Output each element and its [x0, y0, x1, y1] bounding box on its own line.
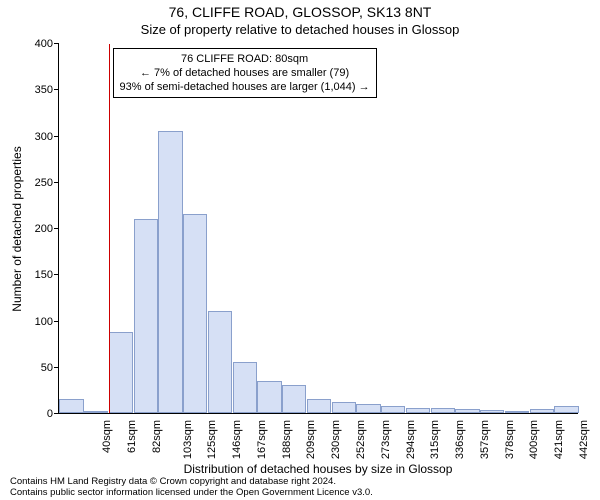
x-tick: 188sqm: [281, 420, 293, 459]
plot-area: 05010015020025030035040040sqm61sqm82sqm1…: [58, 44, 578, 414]
x-tick: 400sqm: [528, 420, 540, 459]
x-tick: 103sqm: [182, 420, 194, 459]
x-tick: 146sqm: [231, 420, 243, 459]
x-tick: 421sqm: [553, 420, 565, 459]
histogram-bar: [84, 411, 108, 413]
y-tick: 0: [19, 409, 53, 419]
y-tick: 250: [19, 178, 53, 188]
y-tick: 400: [19, 39, 53, 49]
histogram-bar: [530, 409, 554, 413]
x-tick: 294sqm: [405, 420, 417, 459]
x-tick: 209sqm: [306, 420, 318, 459]
y-tick: 200: [19, 224, 53, 234]
histogram-bar: [505, 411, 529, 413]
info-box-line: ← 7% of detached houses are smaller (79): [120, 66, 370, 80]
info-box-line: 93% of semi-detached houses are larger (…: [120, 80, 370, 94]
histogram-bar: [554, 406, 578, 413]
chart-container: 76, CLIFFE ROAD, GLOSSOP, SK13 8NT Size …: [0, 0, 600, 500]
x-tick: 442sqm: [578, 420, 590, 459]
x-tick: 357sqm: [479, 420, 491, 459]
x-tick: 125sqm: [207, 420, 219, 459]
x-tick: 378sqm: [504, 420, 516, 459]
histogram-bar: [134, 219, 158, 413]
x-tick: 315sqm: [429, 420, 441, 459]
histogram-bar: [480, 410, 504, 413]
histogram-bar: [233, 362, 257, 413]
histogram-bar: [183, 214, 207, 413]
x-tick: 252sqm: [355, 420, 367, 459]
plot-wrap: Number of detached properties 0501001502…: [58, 44, 578, 414]
page-subtitle: Size of property relative to detached ho…: [0, 20, 600, 39]
histogram-bar: [208, 311, 232, 413]
y-tick: 50: [19, 363, 53, 373]
y-tick: 100: [19, 317, 53, 327]
y-tick: 350: [19, 85, 53, 95]
x-tick: 336sqm: [454, 420, 466, 459]
histogram-bar: [282, 385, 306, 413]
info-box-line: 76 CLIFFE ROAD: 80sqm: [120, 52, 370, 66]
reference-line: [109, 44, 110, 413]
footer-line-2: Contains public sector information licen…: [10, 487, 373, 498]
x-tick: 273sqm: [380, 420, 392, 459]
histogram-bar: [59, 399, 83, 413]
histogram-bar: [257, 381, 281, 413]
page-title: 76, CLIFFE ROAD, GLOSSOP, SK13 8NT: [0, 0, 600, 20]
x-axis-label: Distribution of detached houses by size …: [58, 462, 578, 476]
histogram-bar: [406, 408, 430, 413]
histogram-bar: [455, 409, 479, 413]
footer-text: Contains HM Land Registry data © Crown c…: [10, 476, 373, 498]
x-tick: 61sqm: [126, 420, 138, 453]
y-tick: 150: [19, 270, 53, 280]
histogram-bar: [158, 131, 182, 413]
histogram-bar: [307, 399, 331, 413]
x-tick: 230sqm: [330, 420, 342, 459]
y-tick: 300: [19, 132, 53, 142]
histogram-bar: [356, 404, 380, 413]
footer-line-1: Contains HM Land Registry data © Crown c…: [10, 476, 373, 487]
x-tick: 82sqm: [151, 420, 163, 453]
histogram-bar: [109, 332, 133, 413]
histogram-bar: [431, 408, 455, 413]
info-box: 76 CLIFFE ROAD: 80sqm← 7% of detached ho…: [113, 48, 377, 98]
x-tick: 40sqm: [101, 420, 113, 453]
histogram-bar: [381, 406, 405, 413]
histogram-bar: [332, 402, 356, 413]
x-tick: 167sqm: [256, 420, 268, 459]
